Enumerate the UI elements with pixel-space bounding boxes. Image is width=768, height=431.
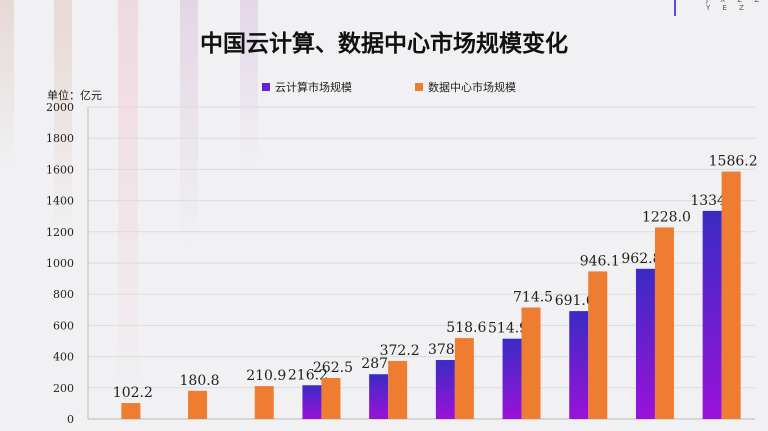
y-tick-label: 1200 [46, 226, 74, 239]
bar-cloud [435, 360, 455, 419]
y-tick-label: 1800 [46, 132, 74, 145]
data-label: 180.8 [180, 373, 220, 389]
decor-streak [0, 0, 14, 170]
y-tick-label: 800 [53, 288, 74, 301]
legend-label: 云计算市场规模 [275, 81, 352, 94]
bar-cloud [569, 311, 589, 419]
bar-datacenter [321, 378, 341, 419]
data-label: 714.5 [513, 290, 553, 306]
data-label: 216.2 [288, 367, 328, 383]
y-tick-label: 1400 [46, 195, 74, 208]
legend-swatch [262, 83, 270, 91]
data-label: 962.8 [621, 251, 661, 267]
decor-streak [180, 0, 198, 250]
bar-cloud [702, 210, 722, 419]
data-label: 262.5 [313, 360, 353, 376]
bar-datacenter [588, 271, 608, 419]
data-label: 378 [428, 342, 455, 358]
data-label: 287 [361, 356, 388, 372]
bar-cloud [502, 338, 522, 419]
bar-datacenter [188, 390, 208, 419]
bar-datacenter [388, 360, 408, 419]
data-label: 210.9 [246, 368, 286, 384]
decor-streak [240, 0, 258, 170]
bar-cloud [369, 374, 389, 419]
data-label: 1228.0 [642, 209, 691, 225]
bar-datacenter [454, 338, 474, 419]
bar-datacenter [521, 307, 541, 419]
y-tick-label: 600 [53, 319, 74, 332]
data-label: 102.2 [113, 385, 153, 401]
chart-title: 中国云计算、数据中心市场规模变化 [200, 30, 568, 57]
bar-datacenter [121, 403, 141, 419]
y-tick-label: 2000 [46, 101, 74, 114]
y-tick-label: 200 [53, 382, 74, 395]
data-label: 1586.2 [709, 154, 758, 170]
y-tick-label: 0 [67, 413, 74, 426]
legend-item-cloud: 云计算市场规模 [262, 79, 352, 95]
y-tick-label: 400 [53, 351, 74, 364]
legend-item-datacenter: 数据中心市场规模 [415, 79, 516, 95]
data-label: 518.6 [446, 320, 486, 336]
data-label: 372.2 [380, 343, 420, 359]
data-label: 1334 [690, 193, 726, 209]
decor-line [674, 0, 676, 16]
data-label: 691.6 [555, 293, 595, 309]
bar-datacenter [721, 171, 741, 419]
decor-streak [118, 0, 138, 420]
corner-text: J X Z Z Y E Z [706, 0, 765, 12]
y-tick-label: 1600 [46, 163, 74, 176]
legend-swatch [415, 83, 423, 91]
legend-label: 数据中心市场规模 [428, 81, 516, 94]
bar-datacenter [654, 227, 674, 419]
y-tick-label: 1000 [46, 257, 74, 270]
bar-datacenter [254, 386, 274, 419]
bar-cloud [302, 385, 322, 419]
data-label: 514.9 [488, 321, 528, 337]
data-label: 946.1 [580, 253, 620, 269]
unit-label: 单位：亿元 [47, 89, 102, 102]
bar-cloud [635, 268, 655, 419]
decor-streak [54, 0, 72, 250]
